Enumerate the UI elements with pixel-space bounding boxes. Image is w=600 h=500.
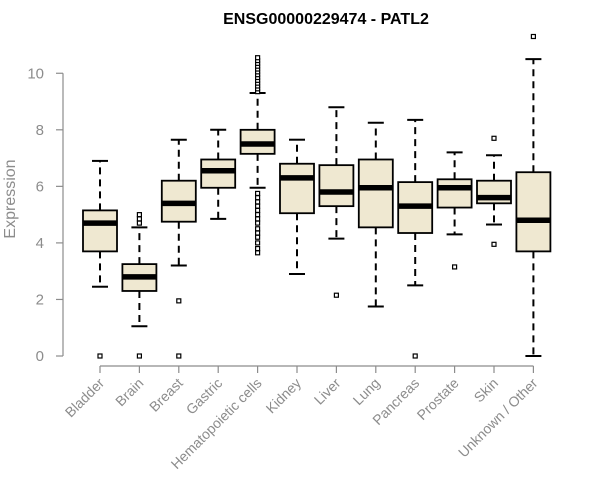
box-iqr	[279, 162, 315, 215]
box-iqr	[436, 178, 473, 209]
x-category-label: Lung	[350, 375, 383, 408]
outlier-point	[255, 226, 261, 232]
box-group	[121, 212, 158, 359]
outlier-point	[255, 55, 261, 61]
y-tick-label: 0	[36, 348, 44, 365]
box-iqr	[200, 158, 237, 189]
x-category-label: Skin	[471, 375, 502, 406]
outlier-point	[255, 234, 261, 240]
x-category-label: Brain	[112, 375, 146, 409]
y-tick-label: 10	[27, 65, 44, 82]
outlier-point	[491, 241, 497, 247]
x-category-label: Liver	[311, 375, 344, 408]
outlier-point	[255, 250, 261, 256]
outlier-point	[255, 212, 261, 218]
outlier-point	[530, 33, 537, 40]
box-group	[397, 118, 434, 359]
outlier-point	[452, 264, 458, 270]
chart-title: ENSG00000229474 - PATL2	[223, 11, 429, 28]
box-group	[476, 135, 512, 247]
x-category-label: Prostate	[414, 375, 462, 423]
box-group	[436, 151, 473, 270]
outlier-point	[333, 292, 339, 298]
box-group	[357, 121, 394, 308]
box-iqr	[357, 158, 394, 229]
x-category-label: Breast	[146, 375, 186, 415]
outlier-point	[176, 353, 182, 359]
y-axis: 0 2 4 6 8 10	[27, 65, 64, 365]
x-category-label: Bladder	[62, 375, 108, 421]
x-category-label: Kidney	[263, 375, 305, 417]
box-group	[279, 138, 315, 276]
outlier-point	[136, 220, 142, 226]
y-axis-label: Expression	[2, 159, 19, 238]
outlier-point	[255, 195, 261, 201]
y-tick-label: 4	[36, 235, 44, 252]
outlier-point	[136, 353, 142, 359]
y-tick-label: 8	[36, 122, 44, 139]
box-group	[515, 33, 552, 357]
outlier-point	[176, 298, 182, 304]
outlier-point	[255, 199, 261, 205]
y-tick-label: 6	[36, 178, 44, 195]
outlier-point	[255, 207, 261, 213]
y-tick-label: 2	[36, 291, 44, 308]
box-iqr	[82, 209, 118, 253]
outlier-point	[255, 190, 261, 197]
box-group	[82, 159, 118, 359]
outlier-point	[255, 203, 261, 209]
box-iqr	[515, 171, 552, 253]
outlier-point	[255, 220, 261, 226]
box-group	[160, 138, 197, 359]
outlier-point	[255, 230, 261, 236]
outlier-point	[491, 135, 497, 141]
outlier-point	[255, 216, 261, 222]
box-group	[239, 55, 276, 256]
outlier-point	[97, 353, 103, 359]
outlier-point	[136, 216, 142, 222]
box-group	[200, 128, 237, 220]
outlier-point	[255, 245, 261, 252]
outlier-point	[255, 240, 261, 246]
box-series	[82, 33, 552, 359]
outlier-point	[412, 353, 418, 359]
box-group	[318, 106, 355, 298]
box-iqr	[318, 164, 355, 208]
outlier-point	[136, 212, 142, 218]
